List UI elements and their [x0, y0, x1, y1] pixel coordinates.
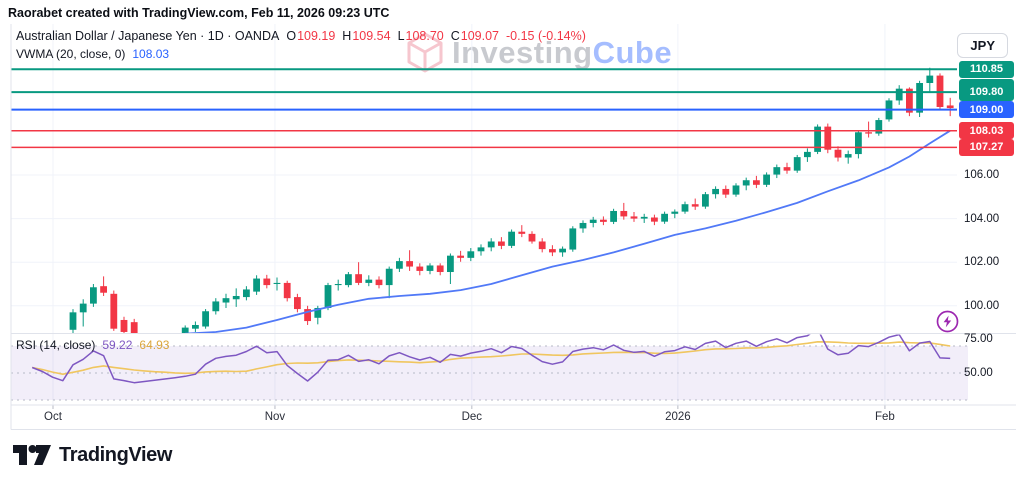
symbol-title[interactable]: Australian Dollar / Japanese Yen · 1D · … — [16, 29, 280, 43]
watermark-text-investing: Investing — [452, 35, 593, 70]
time-axis-label: Oct — [44, 411, 62, 423]
time-axis-label: Dec — [461, 411, 483, 423]
rsi-indicator-label[interactable]: RSI (14, close) — [16, 338, 96, 352]
investingcube-watermark: Investing Cube — [404, 30, 672, 76]
price-axis-label: 106.00 — [964, 169, 1000, 181]
rsi-value: 59.22 — [102, 338, 133, 352]
rsi-axis-label: 75.00 — [964, 333, 993, 346]
chart-widget: Investing Cube Australian Dollar / Japane… — [0, 24, 1024, 430]
price-level-badge: 110.85 — [959, 60, 1014, 78]
open-label: O — [286, 29, 297, 43]
low-value: 108.70 — [405, 29, 444, 43]
time-axis-label: Nov — [264, 411, 286, 423]
price-axis-label: 100.00 — [964, 299, 1000, 312]
tradingview-logo[interactable]: TradingView — [12, 442, 172, 468]
change-value: -0.15 (-0.14%) — [506, 29, 586, 43]
investingcube-cube-icon — [407, 32, 443, 73]
rsi-axis-label: 50.00 — [964, 367, 993, 379]
chart-header: Australian Dollar / Japanese Yen · 1D · … — [16, 28, 586, 63]
time-axis-label: Feb — [874, 411, 895, 423]
rsi-ma-value: 64.93 — [139, 338, 170, 352]
currency-button[interactable]: JPY — [957, 33, 1008, 58]
time-axis-label: 2026 — [665, 411, 691, 423]
rsi-pane-label: RSI (14, close) 59.22 64.93 — [16, 338, 169, 352]
vwma-indicator-value: 108.03 — [132, 47, 170, 61]
price-level-badge: 109.00 — [959, 101, 1014, 119]
close-value: 109.07 — [460, 29, 500, 43]
lightning-icon[interactable] — [936, 310, 959, 333]
attribution-text: Raorabet created with TradingView.com, F… — [8, 6, 390, 20]
high-value: 109.54 — [352, 29, 391, 43]
price-level-badge: 108.03 — [959, 122, 1014, 140]
chart-canvas[interactable] — [0, 24, 1024, 430]
tradingview-logo-text: TradingView — [59, 443, 173, 466]
high-label: H — [342, 29, 352, 43]
watermark-text-cube: Cube — [592, 35, 673, 70]
close-label: C — [450, 29, 460, 43]
open-value: 109.19 — [297, 29, 336, 43]
price-axis-label: 104.00 — [964, 212, 1000, 225]
low-label: L — [397, 29, 405, 43]
price-axis-label: 102.00 — [964, 256, 1000, 269]
vwma-indicator-label[interactable]: VWMA (20, close, 0) — [16, 47, 126, 61]
tradingview-logo-icon — [13, 445, 51, 465]
price-level-badge: 107.27 — [959, 138, 1014, 156]
price-level-badge: 109.80 — [959, 83, 1014, 101]
